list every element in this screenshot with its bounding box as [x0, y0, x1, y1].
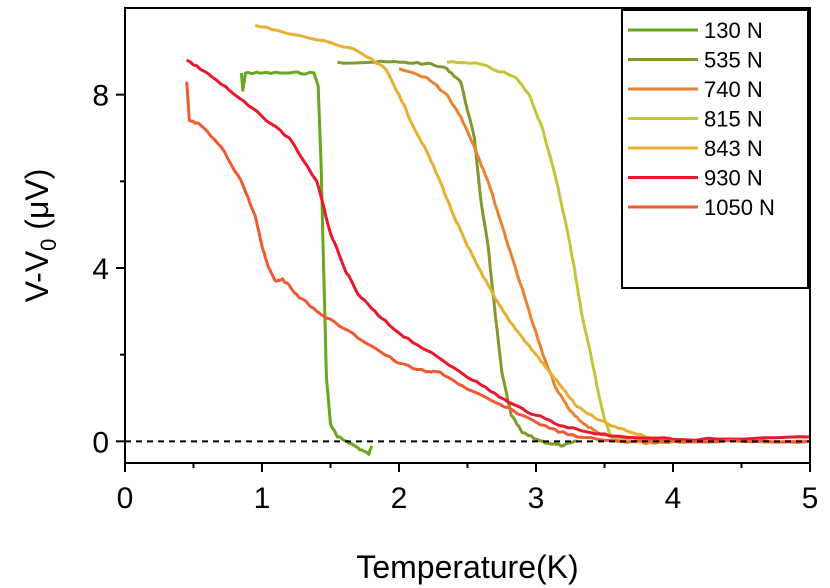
y-axis-title-unit: (μV)	[19, 169, 55, 239]
legend-label: 1050 N	[704, 195, 775, 220]
legend-label: 930 N	[704, 166, 763, 191]
legend-label: 843 N	[704, 136, 763, 161]
y-tick-label: 0	[92, 426, 109, 459]
legend-label: 535 N	[704, 48, 763, 73]
series-line-535-n	[337, 59, 578, 448]
series-line-815-n	[446, 60, 701, 444]
series-line-1050-n	[185, 81, 811, 444]
x-axis-title: Temperature(K)	[356, 549, 578, 585]
x-tick-label: 0	[117, 482, 134, 515]
axes: 0 1 2 3 4 5 0 4 8	[92, 80, 818, 515]
plot-lines	[185, 23, 811, 456]
x-tick-label: 1	[254, 482, 271, 515]
series-line-843-n	[254, 23, 811, 444]
legend-label: 815 N	[704, 107, 763, 132]
y-tick-label: 4	[92, 253, 109, 286]
y-tick-label: 8	[92, 80, 109, 113]
x-tick-label: 3	[528, 482, 545, 515]
series-line-130-n	[239, 70, 374, 456]
y-axis-title-main: V-V	[19, 250, 55, 302]
series-line-930-n	[185, 58, 811, 442]
legend: 130 N 535 N 740 N 815 N 843 N 930 N 1050 N	[621, 9, 809, 289]
x-tick-label: 4	[665, 482, 682, 515]
y-axis-title: V-V0 (μV)	[19, 169, 61, 303]
x-tick-label: 2	[391, 482, 408, 515]
y-axis-title-subscript: 0	[36, 239, 61, 251]
x-tick-label: 5	[802, 482, 819, 515]
legend-label: 130 N	[704, 18, 763, 43]
legend-label: 740 N	[704, 77, 763, 102]
